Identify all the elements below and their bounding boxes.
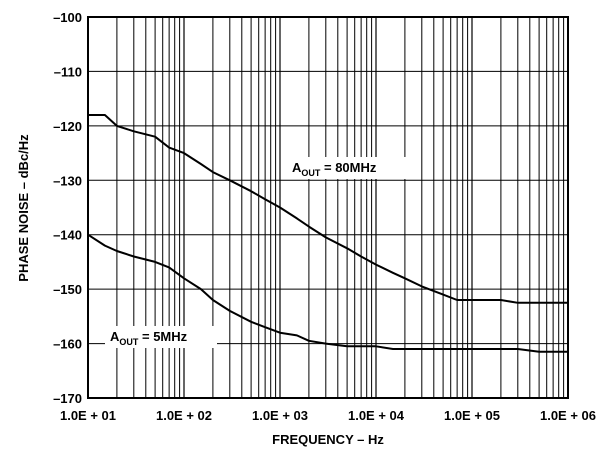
series-line-1 [87,233,568,353]
x-tick-label: 1.0E + 01 [60,408,116,423]
grid [87,16,568,399]
annotation-5mhz-rest: = 5MHz [138,329,187,344]
y-tick-label: –170 [53,391,82,406]
series-group [87,114,568,353]
y-tick-label: –130 [53,173,82,188]
annotation-80mhz-rest: = 80MHz [320,160,376,175]
y-axis-title: PHASE NOISE – dBc/Hz [16,134,31,282]
y-tick-label: –160 [53,337,82,352]
x-tick-label: 1.0E + 06 [540,408,596,423]
annotation-80mhz-sub: OUT [301,168,321,178]
annotation-5mhz-main: A [110,329,120,344]
svg-text:AOUT = 5MHz: AOUT = 5MHz [110,329,188,347]
annotation-5mhz: AOUT = 5MHz [105,326,217,348]
annotation-5mhz-sub: OUT [119,337,139,347]
series-line-0 [88,114,568,304]
x-tick-labels: 1.0E + 01 1.0E + 02 1.0E + 03 1.0E + 04 1.0E… [60,408,596,423]
annotation-80mhz: AOUT = 80MHz [287,157,407,179]
plot-frame [87,16,569,399]
y-tick-label: –150 [53,282,82,297]
annotation-5mhz-bg [105,326,217,348]
x-tick-label: 1.0E + 03 [252,408,308,423]
x-tick-label: 1.0E + 04 [348,408,405,423]
x-axis-title: FREQUENCY – Hz [272,432,384,447]
svg-text:AOUT = 80MHz: AOUT = 80MHz [292,160,377,178]
y-tick-label: –140 [53,228,82,243]
annotation-80mhz-main: A [292,160,302,175]
x-tick-label: 1.0E + 05 [444,408,500,423]
x-tick-label: 1.0E + 02 [156,408,212,423]
y-tick-label: –100 [53,10,82,25]
y-tick-labels: –100 –110 –120 –130 –140 –150 –160 –170 [53,10,82,406]
annotation-80mhz-bg [287,157,407,179]
y-tick-label: –110 [54,64,82,79]
y-tick-label: –120 [53,119,82,134]
